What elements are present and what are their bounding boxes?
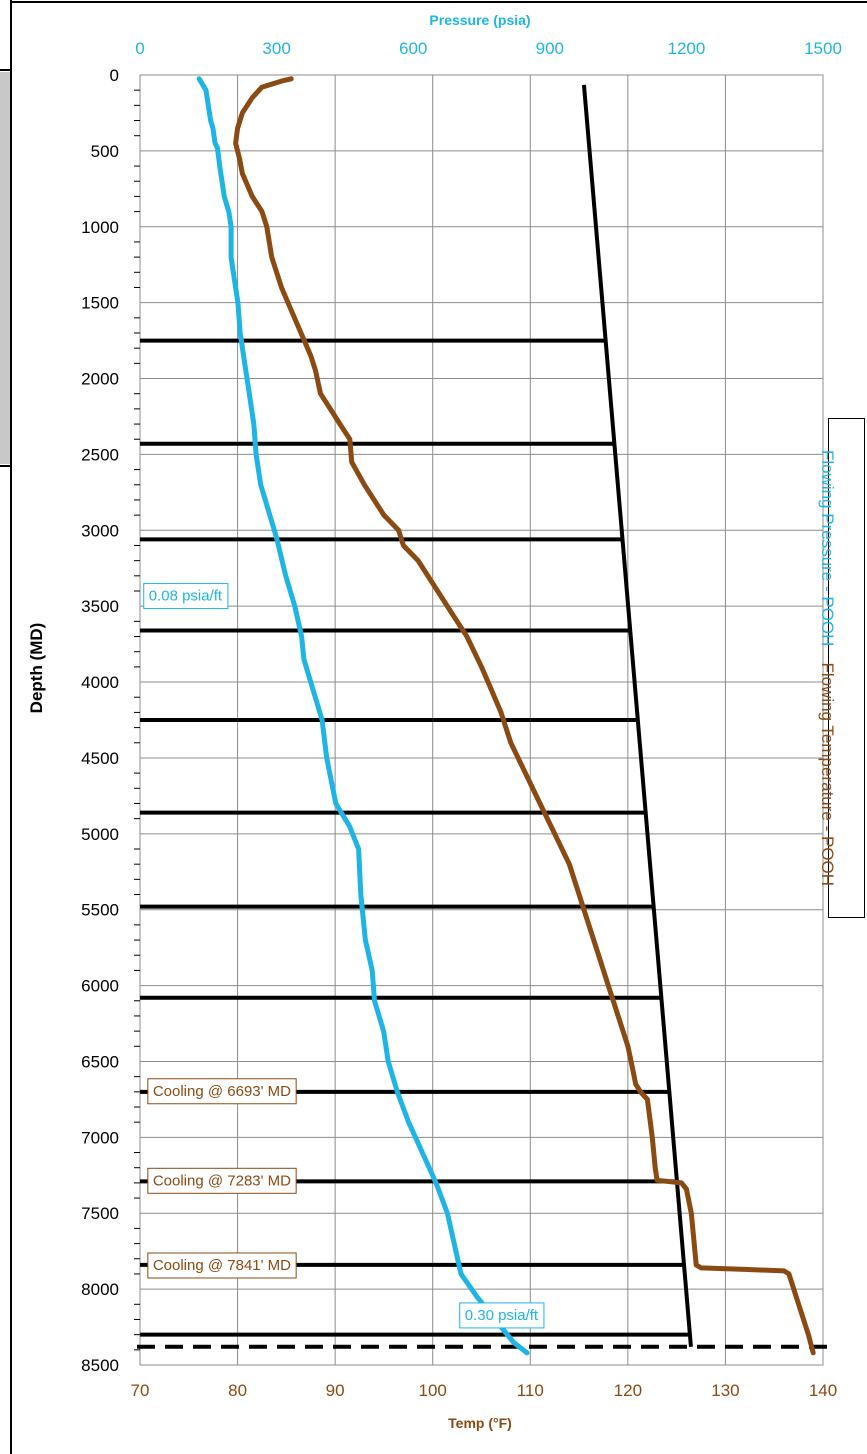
top-tick-label: 1500	[804, 39, 842, 58]
legend-entries: Flowing Pressure - POOH Flowing Temperat…	[809, 418, 846, 918]
bottom-tick-label: 90	[326, 1381, 345, 1400]
axis-layer: 0500100015002000250030003500400045005000…	[81, 39, 842, 1400]
left-tick-label: 7500	[81, 1204, 119, 1223]
left-tick-label: 4500	[81, 749, 119, 768]
left-tick-label: 3000	[81, 521, 119, 540]
legend	[828, 418, 865, 918]
left-axis-title: Depth (MD)	[27, 623, 46, 714]
bottom-tick-label: 120	[614, 1381, 642, 1400]
side-texture	[0, 72, 10, 464]
left-tick-label: 6000	[81, 977, 119, 996]
left-tick-label: 500	[91, 142, 119, 161]
top-tick-label: 900	[536, 39, 564, 58]
reference-line	[581, 84, 693, 1347]
legend-entry-temperature: Flowing Temperature - POOH	[818, 662, 838, 887]
temperature-series-line	[233, 76, 816, 1356]
left-tick-label: 3500	[81, 597, 119, 616]
top-tick-label: 300	[262, 39, 290, 58]
left-tick-label: 8000	[81, 1280, 119, 1299]
pressure-series-line	[196, 76, 530, 1356]
annotation-box	[459, 1302, 545, 1329]
left-tick-label: 0	[110, 66, 119, 85]
left-tick-label: 4000	[81, 673, 119, 692]
left-tick-label: 2000	[81, 370, 119, 389]
bottom-tick-label: 70	[131, 1381, 150, 1400]
top-tick-label: 0	[135, 39, 144, 58]
bottom-tick-label: 130	[711, 1381, 739, 1400]
left-tick-label: 2500	[81, 445, 119, 464]
annotation-label: Cooling @ 6693' MD	[147, 1078, 297, 1105]
top-tick-label: 600	[399, 39, 427, 58]
left-tick-label: 1000	[81, 218, 119, 237]
annotation-text: Cooling @ 7841' MD	[153, 1257, 291, 1274]
annotation-box	[147, 1167, 297, 1194]
annotation-label: Cooling @ 7283' MD	[147, 1167, 297, 1194]
annotation-text: 0.08 psia/ft	[149, 588, 223, 605]
bottom-tick-label: 110	[517, 1381, 544, 1400]
annotation-label: 0.30 psia/ft	[459, 1302, 545, 1329]
annotation-text: Cooling @ 7283' MD	[153, 1172, 291, 1189]
annotation-box	[143, 583, 229, 610]
series-layer	[137, 76, 828, 1356]
left-tick-label: 5000	[81, 825, 119, 844]
bottom-tick-label: 80	[228, 1381, 247, 1400]
annotation-layer: 0.08 psia/ft 0.30 psia/ft Cooling @ 6693' …	[143, 583, 545, 1329]
bottom-tick-label: 140	[809, 1381, 837, 1400]
left-tick-label: 8500	[81, 1356, 119, 1375]
bottom-tick-label: 100	[419, 1381, 447, 1400]
annotation-box	[147, 1078, 297, 1105]
top-axis-title: Pressure (psia)	[429, 12, 530, 28]
annotation-text: 0.30 psia/ft	[465, 1307, 539, 1324]
left-tick-label: 1500	[81, 294, 119, 313]
legend-entry-pressure: Flowing Pressure - POOH	[818, 449, 838, 647]
left-tick-label: 5500	[81, 901, 119, 920]
left-tick-label: 7000	[81, 1128, 119, 1147]
left-tick-label: 6500	[81, 1052, 119, 1071]
top-tick-label: 1200	[667, 39, 705, 58]
annotation-text: Cooling @ 6693' MD	[153, 1083, 291, 1100]
annotation-label: Cooling @ 7841' MD	[147, 1252, 297, 1279]
annotation-box	[147, 1252, 297, 1279]
bottom-axis-title: Temp (°F)	[448, 1415, 512, 1431]
annotation-label: 0.08 psia/ft	[143, 583, 229, 610]
